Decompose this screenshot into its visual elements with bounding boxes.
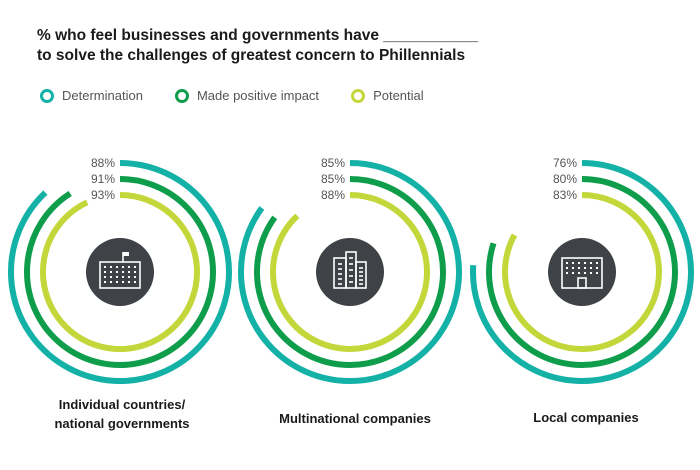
window	[572, 272, 574, 274]
window	[590, 272, 592, 274]
window	[572, 262, 574, 264]
window	[134, 281, 136, 283]
window	[104, 266, 106, 268]
window	[128, 266, 130, 268]
window	[566, 267, 568, 269]
ring-group-local: 76% 80% 83%	[470, 156, 694, 384]
icon-circle-government	[86, 238, 154, 306]
window	[584, 267, 586, 269]
window	[104, 271, 106, 273]
chart-title-line-2: to solve the challenges of greatest conc…	[37, 47, 466, 64]
legend-item-made-positive-impact: Made positive impact	[174, 88, 320, 103]
window	[122, 271, 124, 273]
arc-multinational-made-positive-impact	[254, 176, 446, 368]
window	[116, 281, 118, 283]
arc-local-potential	[502, 192, 662, 352]
window	[128, 276, 130, 278]
window	[122, 266, 124, 268]
legend-marker-determination	[40, 88, 54, 103]
window	[110, 281, 112, 283]
skyscraper-icon	[333, 251, 367, 289]
arc-local-made-positive-impact	[486, 176, 678, 368]
value-label-government-made-positive-impact: 91%	[91, 172, 115, 186]
arc-multinational-potential	[270, 192, 430, 352]
window	[596, 272, 598, 274]
window	[122, 276, 124, 278]
arc-government-made-positive-impact	[24, 176, 216, 368]
legend: Determination Made positive impact Poten…	[40, 88, 456, 103]
window	[134, 271, 136, 273]
icon-circle-multinational	[316, 238, 384, 306]
office-door	[577, 277, 587, 289]
category-label-government: Individual countries/ national governmen…	[12, 395, 232, 433]
chart-title: % who feel businesses and governments ha…	[37, 26, 677, 66]
window	[566, 262, 568, 264]
arc-government-determination	[8, 160, 232, 384]
window	[590, 262, 592, 264]
value-label-multinational-potential: 88%	[321, 188, 345, 202]
value-label-multinational-determination: 85%	[321, 156, 345, 170]
window	[128, 271, 130, 273]
arc-multinational-determination	[238, 160, 462, 384]
chart-title-line-1: % who feel businesses and governments ha…	[37, 27, 479, 44]
category-label-local: Local companies	[476, 408, 696, 427]
window	[578, 262, 580, 264]
window	[578, 272, 580, 274]
window	[566, 272, 568, 274]
category-label-government-line-2: national governments	[54, 416, 190, 431]
value-label-government-potential: 93%	[91, 188, 115, 202]
window	[596, 262, 598, 264]
legend-marker-made-positive-impact	[174, 88, 189, 103]
window	[590, 267, 592, 269]
legend-label-potential: Potential	[373, 88, 424, 103]
window	[122, 281, 124, 283]
flag	[123, 252, 129, 256]
window	[116, 271, 118, 273]
value-label-local-determination: 76%	[553, 156, 577, 170]
value-label-local-made-positive-impact: 80%	[553, 172, 577, 186]
category-label-multinational: Multinational companies	[245, 409, 465, 428]
category-label-government-line-1: Individual countries/	[58, 397, 186, 412]
window	[134, 276, 136, 278]
window	[128, 281, 130, 283]
window	[584, 272, 586, 274]
ring-group-government: 88% 91% 93%	[8, 156, 232, 384]
window	[104, 281, 106, 283]
window	[578, 267, 580, 269]
legend-marker-potential	[351, 88, 366, 103]
window	[134, 266, 136, 268]
tower-right	[355, 261, 367, 289]
value-label-government-determination: 88%	[91, 156, 115, 170]
window	[116, 266, 118, 268]
window	[584, 262, 586, 264]
value-label-multinational-made-positive-impact: 85%	[321, 172, 345, 186]
legend-label-made-positive-impact: Made positive impact	[196, 88, 320, 103]
value-label-local-potential: 83%	[553, 188, 577, 202]
window	[110, 271, 112, 273]
window	[572, 267, 574, 269]
arc-government-potential	[40, 192, 200, 352]
icon-circle-local	[548, 238, 616, 306]
legend-label-determination: Determination	[62, 88, 143, 103]
arc-local-determination	[470, 160, 694, 384]
legend-item-potential: Potential	[351, 88, 424, 103]
government-building-icon	[99, 252, 141, 289]
category-label-local-line-1: Local companies	[533, 410, 639, 425]
window	[116, 276, 118, 278]
category-label-multinational-line-1: Multinational companies	[279, 411, 431, 426]
window	[104, 276, 106, 278]
window	[110, 276, 112, 278]
building-body	[99, 261, 141, 289]
legend-item-determination: Determination	[40, 88, 143, 103]
window	[596, 267, 598, 269]
window	[110, 266, 112, 268]
ring-group-multinational: 85% 85% 88%	[238, 156, 462, 384]
office-building-icon	[561, 257, 603, 289]
